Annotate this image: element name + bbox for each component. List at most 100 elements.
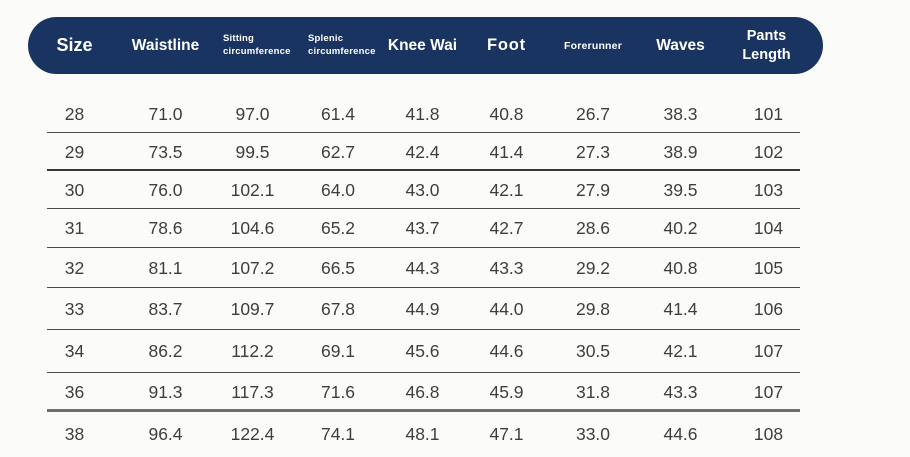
value-cell: 48.1 — [405, 424, 440, 444]
column-header-forerunner: Forerunner — [563, 39, 622, 52]
value-cell: 83.7 — [148, 298, 183, 319]
value-cell: 27.9 — [575, 179, 611, 200]
value-cell: 64.0 — [320, 179, 356, 200]
value-cell: 43.3 — [489, 257, 524, 278]
table-row: 38 96.4 122.4 74.1 48.1 47.1 33.0 44.6 108 — [28, 412, 823, 457]
value-cell: 44.9 — [405, 298, 440, 319]
value-cell: 78.6 — [148, 218, 183, 238]
size-cell: 30 — [64, 179, 85, 200]
table-header: Size Waistline Sitting circumference Spl… — [28, 17, 823, 74]
column-header-splenic-circumference: Splenic circumference — [308, 33, 376, 57]
table-row: 32 81.1 107.2 66.5 44.3 43.3 29.2 40.8 105 — [28, 248, 823, 289]
column-header-waves: Waves — [656, 36, 705, 54]
size-cell: 33 — [64, 298, 85, 319]
value-cell: 40.8 — [663, 257, 698, 278]
value-cell: 42.7 — [489, 218, 524, 238]
value-cell: 73.5 — [148, 141, 183, 162]
value-cell: 40.8 — [489, 104, 524, 124]
value-cell: 44.3 — [405, 257, 440, 278]
value-cell: 26.7 — [575, 104, 611, 124]
value-cell: 62.7 — [320, 141, 356, 162]
value-cell: 41.4 — [489, 141, 524, 162]
value-cell: 67.8 — [320, 298, 356, 319]
value-cell: 39.5 — [663, 179, 698, 200]
value-cell: 107 — [753, 382, 784, 402]
value-cell: 76.0 — [148, 179, 183, 200]
value-cell: 86.2 — [148, 341, 183, 361]
value-cell: 97.0 — [235, 104, 270, 124]
value-cell: 46.8 — [405, 382, 440, 402]
value-cell: 38.9 — [663, 141, 698, 162]
value-cell: 104.6 — [230, 218, 275, 238]
value-cell: 42.1 — [489, 179, 524, 200]
value-cell: 105 — [753, 257, 784, 278]
value-cell: 38.3 — [663, 104, 698, 124]
value-cell: 71.0 — [148, 104, 183, 124]
value-cell: 74.1 — [320, 424, 356, 444]
value-cell: 41.4 — [663, 298, 698, 319]
value-cell: 101 — [753, 104, 784, 124]
size-cell: 34 — [64, 341, 85, 361]
size-cell: 28 — [64, 104, 85, 124]
value-cell: 91.3 — [148, 382, 183, 402]
table-row: 33 83.7 109.7 67.8 44.9 44.0 29.8 41.4 106 — [28, 288, 823, 331]
value-cell: 69.1 — [320, 341, 356, 361]
column-header-size: Size — [56, 35, 93, 55]
size-cell: 29 — [64, 141, 85, 162]
column-header-knee-wai: Knee Wai — [387, 36, 458, 54]
table-row: 31 78.6 104.6 65.2 43.7 42.7 28.6 40.2 104 — [28, 209, 823, 249]
value-cell: 27.3 — [575, 141, 611, 162]
value-cell: 106 — [753, 298, 784, 319]
value-cell: 99.5 — [235, 141, 270, 162]
table-row: 36 91.3 117.3 71.6 46.8 45.9 31.8 43.3 107 — [28, 373, 823, 412]
value-cell: 44.0 — [489, 298, 524, 319]
size-cell: 38 — [64, 424, 85, 444]
column-header-sitting-circumference: Sitting circumference — [223, 33, 291, 57]
value-cell: 29.2 — [575, 257, 611, 278]
table-row: 29 73.5 99.5 62.7 42.4 41.4 27.3 38.9 102 — [28, 133, 823, 171]
value-cell: 104 — [753, 218, 784, 238]
value-cell: 29.8 — [575, 298, 611, 319]
value-cell: 47.1 — [489, 424, 524, 444]
value-cell: 109.7 — [230, 298, 275, 319]
value-cell: 65.2 — [320, 218, 356, 238]
value-cell: 42.4 — [405, 141, 440, 162]
value-cell: 96.4 — [148, 424, 183, 444]
size-cell: 32 — [64, 257, 85, 278]
value-cell: 28.6 — [575, 218, 611, 238]
value-cell: 42.1 — [663, 341, 698, 361]
table-row: 30 76.0 102.1 64.0 43.0 42.1 27.9 39.5 103 — [28, 171, 823, 210]
value-cell: 102.1 — [230, 179, 275, 200]
value-cell: 61.4 — [320, 104, 356, 124]
value-cell: 81.1 — [148, 257, 183, 278]
table-row: 28 71.0 97.0 61.4 41.8 40.8 26.7 38.3 101 — [28, 96, 823, 134]
value-cell: 43.7 — [405, 218, 440, 238]
value-cell: 71.6 — [320, 382, 356, 402]
value-cell: 117.3 — [231, 382, 274, 402]
value-cell: 44.6 — [489, 341, 524, 361]
value-cell: 43.0 — [405, 179, 440, 200]
value-cell: 107.2 — [230, 257, 275, 278]
value-cell: 31.8 — [575, 382, 611, 402]
value-cell: 43.3 — [663, 382, 698, 402]
value-cell: 107 — [753, 341, 784, 361]
table-row: 34 86.2 112.2 69.1 45.6 44.6 30.5 42.1 107 — [28, 330, 823, 374]
table-body: 28 71.0 97.0 61.4 41.8 40.8 26.7 38.3 101 29 73.5 9… — [28, 96, 823, 457]
value-cell: 40.2 — [663, 218, 698, 238]
value-cell: 66.5 — [320, 257, 356, 278]
value-cell: 33.0 — [575, 424, 611, 444]
column-header-pants-length: Pants Length — [742, 28, 791, 63]
column-header-waistline: Waistline — [131, 36, 200, 54]
value-cell: 122.4 — [230, 424, 275, 444]
value-cell: 112.2 — [231, 341, 274, 361]
value-cell: 102 — [753, 141, 784, 162]
value-cell: 41.8 — [405, 104, 440, 124]
value-cell: 108 — [753, 424, 784, 444]
size-cell: 36 — [64, 382, 85, 402]
value-cell: 44.6 — [663, 424, 698, 444]
value-cell: 103 — [753, 179, 784, 200]
value-cell: 45.6 — [405, 341, 440, 361]
value-cell: 45.9 — [489, 382, 524, 402]
size-cell: 31 — [64, 218, 85, 238]
